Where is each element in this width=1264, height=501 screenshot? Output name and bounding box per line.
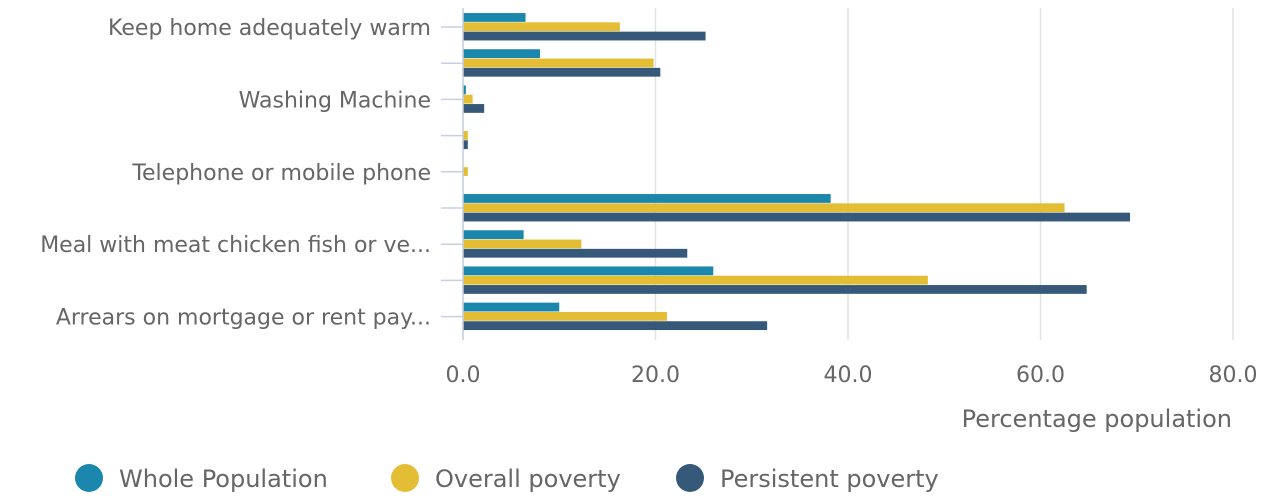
legend-marker — [391, 464, 419, 492]
bar — [463, 302, 560, 312]
bar — [463, 275, 928, 285]
y-tick-label: Telephone or mobile phone — [131, 161, 431, 186]
legend-label: Persistent poverty — [720, 465, 939, 493]
bar — [463, 85, 466, 95]
legend-marker — [75, 464, 103, 492]
bar — [463, 94, 473, 104]
x-tick-label: 80.0 — [1209, 363, 1258, 388]
bar — [463, 104, 485, 113]
legend-item[interactable]: Persistent poverty — [676, 464, 939, 493]
y-tick-label: Washing Machine — [239, 88, 431, 113]
bar — [463, 203, 1065, 213]
x-tick-label: 60.0 — [1016, 363, 1065, 388]
legend-item[interactable]: Overall poverty — [391, 464, 621, 493]
bar — [463, 248, 688, 258]
bar — [463, 140, 468, 150]
bar — [463, 239, 582, 249]
bar — [463, 49, 540, 59]
y-tick-label: Meal with meat chicken fish or ve... — [40, 233, 431, 258]
bar — [463, 167, 468, 176]
x-axis: 0.0 20.0 40.0 60.0 80.0 — [446, 363, 1258, 388]
bar — [463, 230, 524, 240]
bar — [463, 22, 620, 32]
bar — [463, 321, 768, 331]
bars — [463, 13, 1131, 331]
bar — [463, 285, 1087, 294]
x-tick-label: 40.0 — [824, 363, 873, 388]
y-axis: Keep home adequately warm Washing Machine… — [40, 8, 464, 340]
legend-item[interactable]: Whole Population — [75, 464, 328, 493]
bar — [463, 311, 668, 321]
bar — [463, 67, 661, 77]
bar — [463, 212, 1131, 222]
legend-marker — [676, 464, 704, 492]
legend: Whole Population Overall poverty Persisten… — [75, 464, 939, 493]
bar — [463, 31, 706, 41]
bar — [463, 194, 831, 203]
bar — [463, 130, 468, 140]
legend-label: Whole Population — [119, 465, 328, 493]
x-tick-label: 0.0 — [446, 363, 481, 388]
bar — [463, 266, 714, 276]
x-tick-label: 20.0 — [631, 363, 680, 388]
x-axis-title: Percentage population — [962, 405, 1232, 433]
legend-label: Overall poverty — [435, 465, 621, 493]
bar — [463, 58, 654, 68]
y-tick-label: Arrears on mortgage or rent pay... — [56, 306, 431, 331]
y-tick-label: Keep home adequately warm — [108, 16, 431, 41]
bar — [463, 13, 526, 22]
